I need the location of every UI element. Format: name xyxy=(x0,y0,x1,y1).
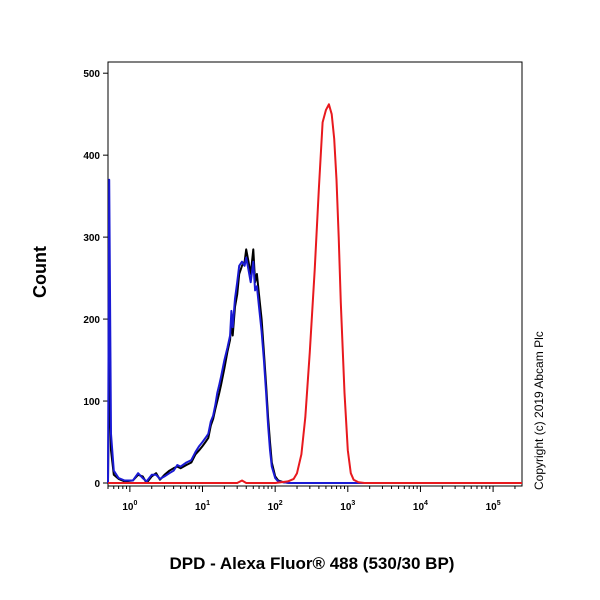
series-line-2 xyxy=(107,178,522,484)
x-tick-label: 101 xyxy=(195,500,210,513)
series-layer xyxy=(107,103,522,484)
x-tick-label: 104 xyxy=(413,500,428,513)
x-axis-title: DPD - Alexa Fluor® 488 (530/30 BP) xyxy=(170,554,455,573)
y-axis: 0 100 200 300 400 500 xyxy=(83,69,108,490)
series-line-3 xyxy=(108,103,522,484)
y-tick-label: 100 xyxy=(83,397,100,408)
x-tick-label: 103 xyxy=(340,500,355,513)
y-tick-label: 0 xyxy=(94,479,100,490)
y-tick-label: 500 xyxy=(83,69,100,80)
series-line-1 xyxy=(107,248,522,484)
x-axis: 100 101 102 103 104 105 xyxy=(107,486,516,513)
x-tick-label: 100 xyxy=(122,500,137,513)
copyright-text: Copyright (c) 2019 Abcam Plc xyxy=(532,331,546,490)
x-tick-label: 105 xyxy=(486,500,501,513)
y-tick-label: 200 xyxy=(83,315,100,326)
y-tick-label: 400 xyxy=(83,151,100,162)
y-axis-title: Count xyxy=(30,246,50,298)
x-tick-label: 102 xyxy=(268,500,283,513)
y-tick-label: 300 xyxy=(83,233,100,244)
